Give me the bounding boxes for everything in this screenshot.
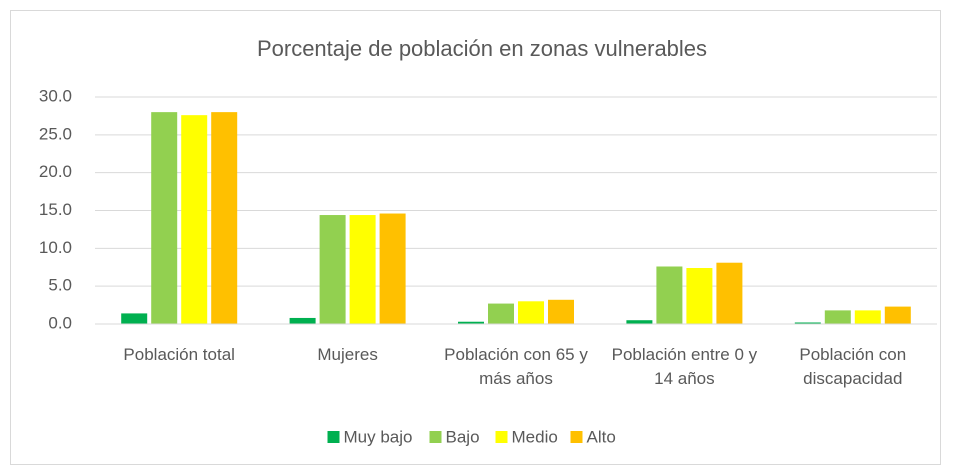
bar bbox=[379, 213, 406, 324]
legend-label: Alto bbox=[587, 427, 616, 446]
legend-label: Muy bajo bbox=[344, 427, 413, 446]
x-tick-label: Población con 65 y más años bbox=[444, 345, 588, 388]
legend-label: Medio bbox=[512, 427, 558, 446]
bar bbox=[319, 215, 346, 324]
y-tick-label: 10.0 bbox=[39, 238, 72, 257]
bar bbox=[854, 310, 881, 324]
y-tick-label: 30.0 bbox=[39, 86, 72, 105]
legend-swatch bbox=[495, 431, 508, 443]
bar bbox=[289, 317, 316, 324]
bar bbox=[211, 112, 238, 324]
chart-border bbox=[10, 10, 941, 465]
chart-title: Porcentaje de población en zonas vulnera… bbox=[257, 36, 707, 61]
legend-label: Bajo bbox=[446, 427, 480, 446]
legend-swatch bbox=[327, 431, 340, 443]
bar bbox=[686, 268, 713, 324]
y-tick-label: 15.0 bbox=[39, 200, 72, 219]
y-tick-label: 20.0 bbox=[39, 162, 72, 181]
y-tick-label: 5.0 bbox=[48, 276, 72, 295]
bar bbox=[716, 262, 743, 324]
bar bbox=[181, 115, 208, 324]
legend-swatch bbox=[570, 431, 583, 443]
x-tick-label: Población total bbox=[123, 345, 235, 364]
bar bbox=[121, 313, 148, 324]
bar bbox=[626, 320, 653, 324]
bar bbox=[824, 310, 851, 324]
x-tick-label: Población entre 0 y 14 años bbox=[611, 345, 758, 388]
bar bbox=[518, 301, 544, 324]
legend-swatch bbox=[429, 431, 442, 443]
y-tick-label: 25.0 bbox=[39, 124, 72, 143]
bar bbox=[349, 215, 376, 324]
bar bbox=[488, 303, 514, 324]
x-tick-label: Mujeres bbox=[317, 345, 378, 364]
bar bbox=[656, 266, 683, 324]
bar bbox=[548, 299, 574, 324]
bar bbox=[458, 321, 484, 324]
x-tick-label: Población con discapacidad bbox=[799, 345, 907, 388]
bar bbox=[794, 322, 821, 324]
bar bbox=[151, 112, 178, 324]
bar bbox=[884, 306, 911, 324]
y-tick-label: 0.0 bbox=[48, 313, 72, 332]
